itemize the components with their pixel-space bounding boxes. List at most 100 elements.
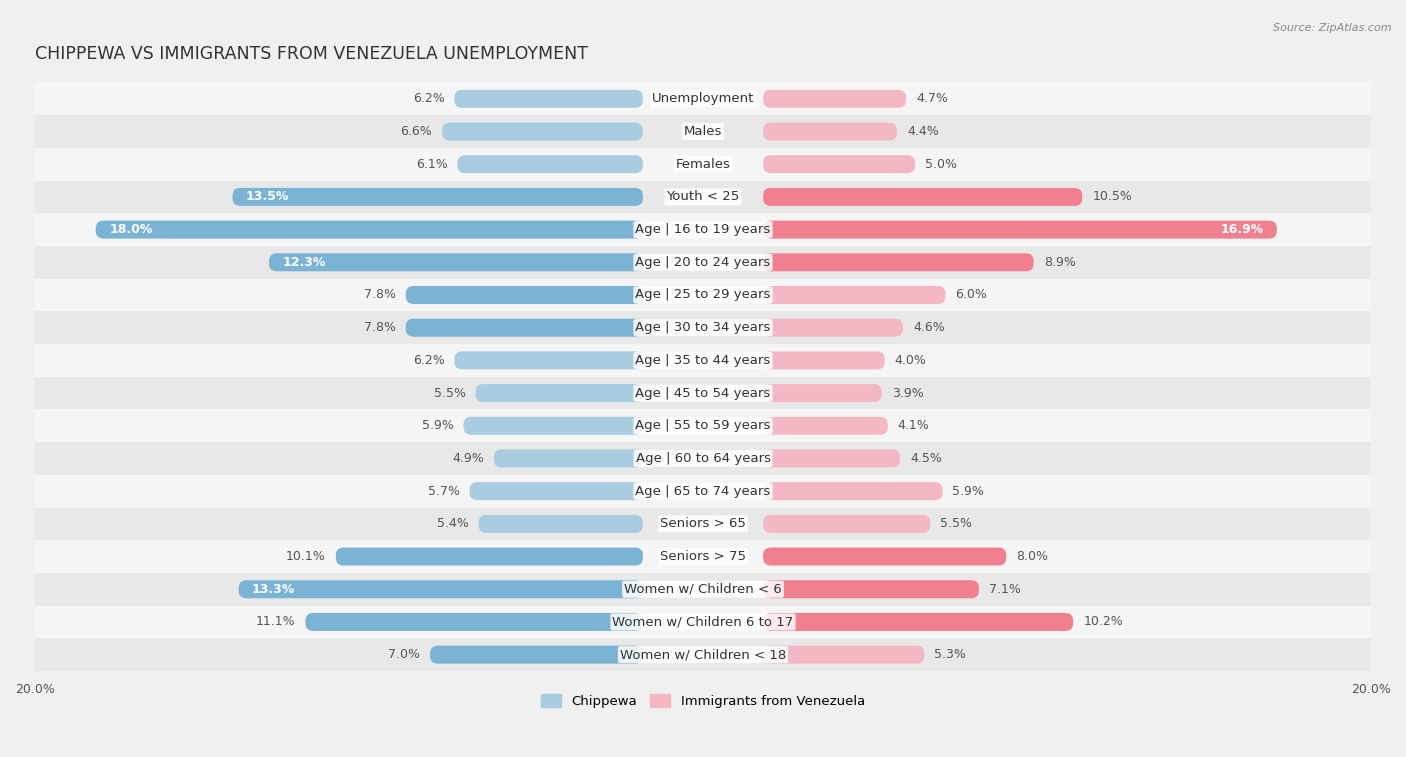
Text: Age | 16 to 19 years: Age | 16 to 19 years [636,223,770,236]
Text: Age | 60 to 64 years: Age | 60 to 64 years [636,452,770,465]
FancyBboxPatch shape [763,351,884,369]
Text: 4.5%: 4.5% [910,452,942,465]
Bar [35,115,1371,148]
Text: 11.1%: 11.1% [256,615,295,628]
Text: Women w/ Children < 6: Women w/ Children < 6 [624,583,782,596]
FancyBboxPatch shape [470,482,643,500]
Bar [35,213,1371,246]
Text: 13.3%: 13.3% [252,583,295,596]
FancyBboxPatch shape [763,286,945,304]
FancyBboxPatch shape [430,646,643,664]
Text: 5.3%: 5.3% [934,648,966,661]
Bar [35,344,1371,377]
FancyBboxPatch shape [763,384,882,402]
Text: 8.0%: 8.0% [1017,550,1049,563]
Text: Males: Males [683,125,723,138]
FancyBboxPatch shape [763,90,905,107]
Text: 4.6%: 4.6% [912,321,945,334]
FancyBboxPatch shape [763,220,1277,238]
Text: 4.4%: 4.4% [907,125,939,138]
Text: Age | 30 to 34 years: Age | 30 to 34 years [636,321,770,334]
Text: Age | 35 to 44 years: Age | 35 to 44 years [636,354,770,367]
Bar [35,410,1371,442]
Text: Source: ZipAtlas.com: Source: ZipAtlas.com [1274,23,1392,33]
Text: Age | 20 to 24 years: Age | 20 to 24 years [636,256,770,269]
FancyBboxPatch shape [763,188,1083,206]
Text: 4.7%: 4.7% [917,92,948,105]
FancyBboxPatch shape [763,581,979,598]
Text: 5.9%: 5.9% [952,484,984,497]
Text: CHIPPEWA VS IMMIGRANTS FROM VENEZUELA UNEMPLOYMENT: CHIPPEWA VS IMMIGRANTS FROM VENEZUELA UN… [35,45,588,64]
Bar [35,442,1371,475]
Text: 5.0%: 5.0% [925,157,957,171]
FancyBboxPatch shape [763,417,887,435]
Bar [35,181,1371,213]
Text: 10.1%: 10.1% [285,550,326,563]
Bar [35,279,1371,311]
Text: Seniors > 65: Seniors > 65 [659,517,747,531]
FancyBboxPatch shape [763,646,924,664]
Text: Unemployment: Unemployment [652,92,754,105]
FancyBboxPatch shape [763,482,942,500]
Text: Age | 55 to 59 years: Age | 55 to 59 years [636,419,770,432]
Bar [35,573,1371,606]
Bar [35,507,1371,540]
Text: 5.9%: 5.9% [422,419,454,432]
Text: 16.9%: 16.9% [1220,223,1264,236]
FancyBboxPatch shape [763,123,897,141]
FancyBboxPatch shape [763,547,1007,565]
FancyBboxPatch shape [457,155,643,173]
FancyBboxPatch shape [494,450,643,468]
FancyBboxPatch shape [454,90,643,107]
FancyBboxPatch shape [406,286,643,304]
FancyBboxPatch shape [269,254,643,271]
FancyBboxPatch shape [232,188,643,206]
Text: 6.6%: 6.6% [401,125,432,138]
Bar [35,540,1371,573]
FancyBboxPatch shape [475,384,643,402]
Text: 6.2%: 6.2% [412,92,444,105]
Bar [35,377,1371,410]
Bar [35,246,1371,279]
FancyBboxPatch shape [763,319,903,337]
Text: 5.7%: 5.7% [427,484,460,497]
FancyBboxPatch shape [763,155,915,173]
Text: 10.5%: 10.5% [1092,191,1132,204]
Text: 7.8%: 7.8% [364,288,395,301]
Text: Females: Females [675,157,731,171]
Text: 18.0%: 18.0% [110,223,152,236]
Text: Age | 25 to 29 years: Age | 25 to 29 years [636,288,770,301]
FancyBboxPatch shape [464,417,643,435]
Text: 6.1%: 6.1% [416,157,447,171]
Bar [35,638,1371,671]
FancyBboxPatch shape [763,515,931,533]
Text: 13.5%: 13.5% [246,191,290,204]
FancyBboxPatch shape [763,450,900,468]
FancyBboxPatch shape [454,351,643,369]
FancyBboxPatch shape [763,613,1073,631]
FancyBboxPatch shape [443,123,643,141]
FancyBboxPatch shape [336,547,643,565]
Text: Age | 65 to 74 years: Age | 65 to 74 years [636,484,770,497]
Text: 7.1%: 7.1% [988,583,1021,596]
Bar [35,148,1371,181]
Text: Women w/ Children 6 to 17: Women w/ Children 6 to 17 [613,615,793,628]
Text: 5.5%: 5.5% [433,387,465,400]
Text: Youth < 25: Youth < 25 [666,191,740,204]
Text: 5.4%: 5.4% [437,517,468,531]
Text: 6.2%: 6.2% [412,354,444,367]
FancyBboxPatch shape [478,515,643,533]
Legend: Chippewa, Immigrants from Venezuela: Chippewa, Immigrants from Venezuela [536,688,870,713]
Text: Age | 45 to 54 years: Age | 45 to 54 years [636,387,770,400]
Bar [35,606,1371,638]
FancyBboxPatch shape [763,254,1033,271]
Bar [35,475,1371,507]
Text: 12.3%: 12.3% [283,256,326,269]
Text: 7.8%: 7.8% [364,321,395,334]
Text: Women w/ Children < 18: Women w/ Children < 18 [620,648,786,661]
Bar [35,311,1371,344]
Text: 6.0%: 6.0% [956,288,987,301]
Bar [35,83,1371,115]
Text: 4.0%: 4.0% [894,354,927,367]
Text: 10.2%: 10.2% [1083,615,1123,628]
